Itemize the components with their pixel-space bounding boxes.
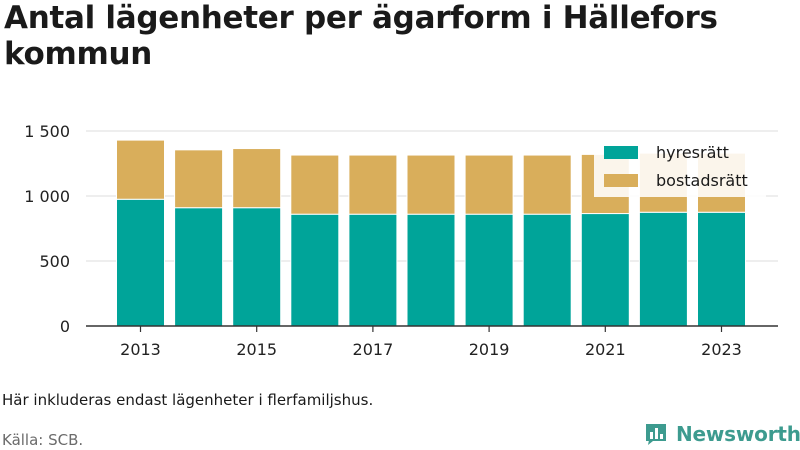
- x-tick-label: 2023: [701, 340, 742, 359]
- bar-hyresratt-2020: [522, 213, 572, 327]
- bar-bostadsratt-2017: [348, 154, 398, 215]
- x-tick-label: 2021: [585, 340, 626, 359]
- chart-title: Antal lägenheter per ägarform i Hällefor…: [4, 0, 718, 72]
- bar-bostadsratt-2018: [406, 154, 456, 215]
- x-tick-label: 2017: [353, 340, 394, 359]
- bar-hyresratt-2016: [290, 213, 340, 327]
- legend: hyresrätt bostadsrätt: [594, 133, 766, 197]
- axes: 0 500 1 000 1 500 2013 2015 2017 2019 2021 2023: [24, 122, 778, 359]
- bar-bostadsratt-2016: [290, 154, 340, 215]
- bar-bostadsratt-2020: [522, 154, 572, 215]
- bar-hyresratt-2018: [406, 213, 456, 327]
- chart-source: Källa: SCB.: [2, 431, 84, 449]
- bar-hyresratt-2013: [116, 198, 165, 327]
- legend-swatch-bostadsratt: [604, 174, 638, 187]
- y-tick-label: 1 500: [24, 122, 70, 141]
- bars: [116, 139, 746, 327]
- bar-bostadsratt-2013: [116, 139, 165, 200]
- legend-swatch-hyresratt: [604, 146, 638, 159]
- bar-bostadsratt-2014: [174, 149, 224, 209]
- y-tick-label: 1 000: [24, 187, 70, 206]
- bar-hyresratt-2015: [232, 207, 282, 327]
- chart-note: Här inkluderas endast lägenheter i flerf…: [2, 391, 374, 409]
- y-tick-label: 500: [39, 252, 70, 271]
- bar-bostadsratt-2019: [464, 154, 514, 215]
- x-tick-label: 2013: [120, 340, 161, 359]
- brand-logo: Newsworthy: [644, 421, 800, 447]
- bar-hyresratt-2021: [580, 213, 630, 327]
- x-tick-label: 2015: [236, 340, 277, 359]
- bar-hyresratt-2022: [638, 211, 688, 327]
- x-tick-label: 2019: [469, 340, 510, 359]
- bar-hyresratt-2017: [348, 213, 398, 327]
- bar-hyresratt-2014: [174, 207, 224, 327]
- bar-chart-speech-bubble-icon: [646, 424, 666, 445]
- bar-hyresratt-2023: [697, 211, 746, 327]
- bar-hyresratt-2019: [464, 213, 514, 327]
- stacked-bar-chart: 0 500 1 000 1 500 2013 2015 2017 2019 2021 2023 h…: [24, 122, 778, 359]
- legend-label-hyresratt: hyresrätt: [656, 143, 729, 162]
- legend-label-bostadsratt: bostadsrätt: [656, 171, 748, 190]
- brand-name: Newsworthy: [676, 422, 800, 446]
- y-tick-label: 0: [60, 317, 70, 336]
- bar-bostadsratt-2015: [232, 148, 282, 209]
